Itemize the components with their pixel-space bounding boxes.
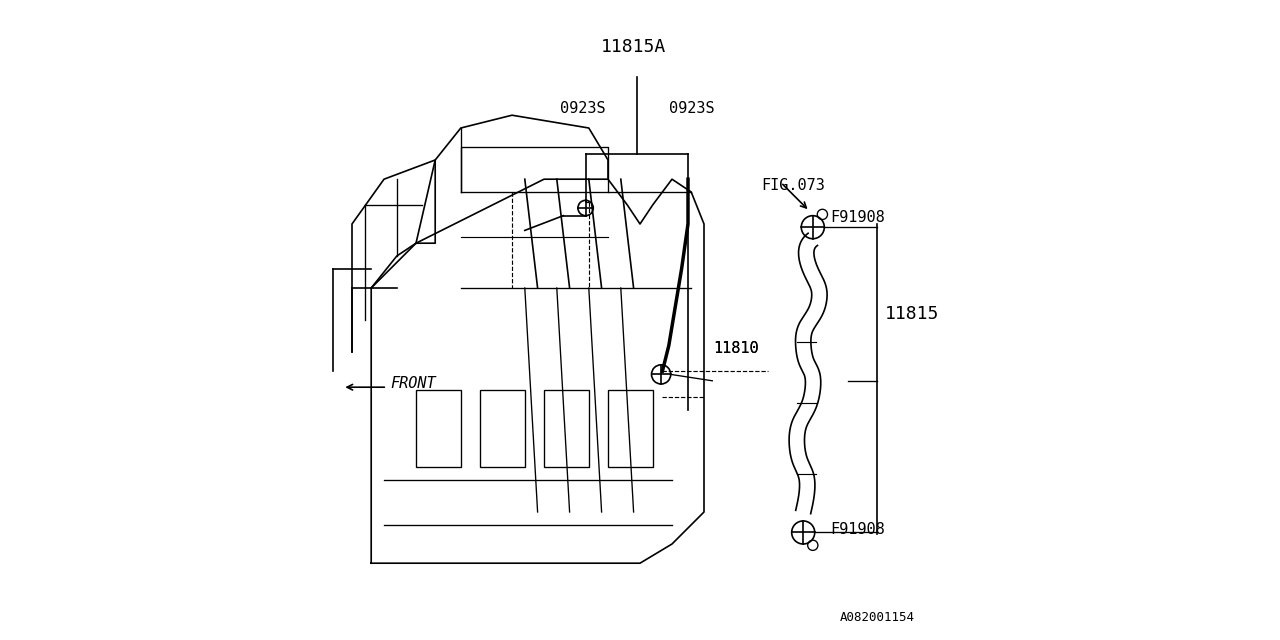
Text: 11815A: 11815A [602, 38, 666, 56]
Text: 11810: 11810 [714, 341, 759, 356]
Bar [608, 390, 653, 467]
Text: 0923S: 0923S [668, 101, 714, 116]
Bar [544, 390, 589, 467]
Text: FIG.073: FIG.073 [762, 178, 826, 193]
Text: FRONT: FRONT [390, 376, 436, 392]
Bar [416, 390, 461, 467]
Text: 0923S: 0923S [561, 101, 605, 116]
Text: 11815: 11815 [886, 305, 940, 323]
Text: 11810: 11810 [714, 341, 759, 356]
Text: A082001154: A082001154 [840, 611, 915, 624]
Text: F91908: F91908 [831, 210, 884, 225]
Bar [480, 390, 525, 467]
Text: F91908: F91908 [831, 522, 884, 538]
